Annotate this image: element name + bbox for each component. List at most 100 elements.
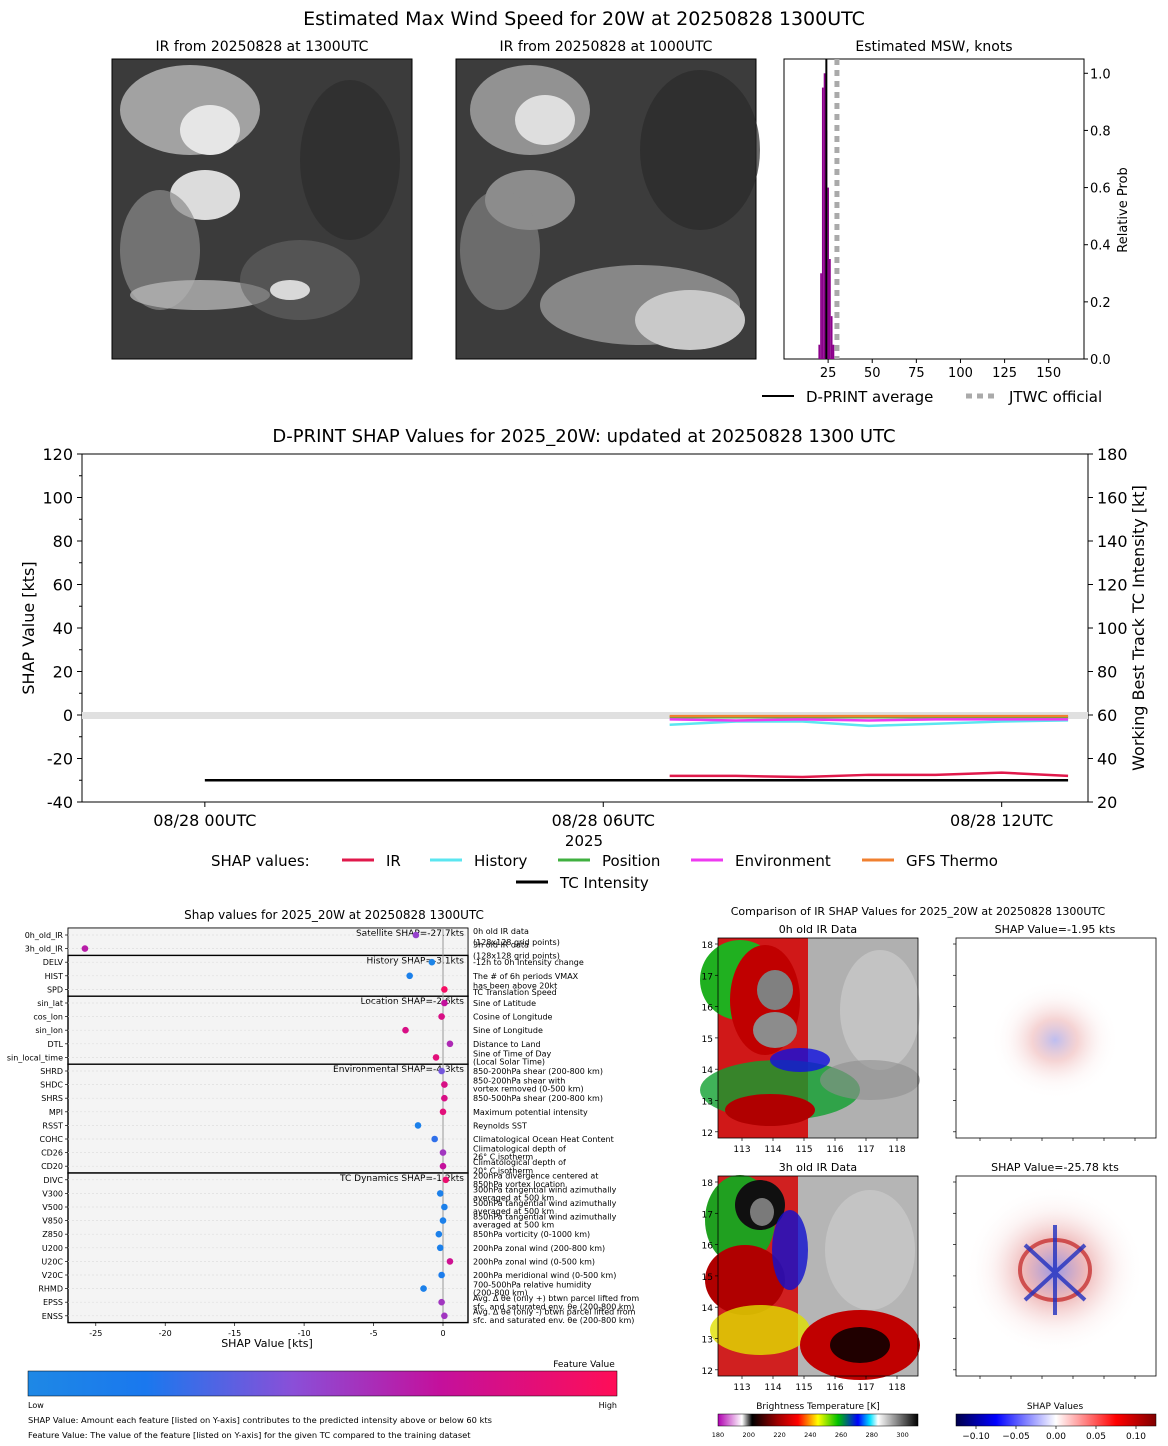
lon-tick-label: 116 <box>826 1145 843 1155</box>
shap-point <box>439 1217 447 1224</box>
right-tick-label: 140 <box>1097 532 1128 551</box>
shap-point <box>406 972 413 980</box>
shap-feature-description: averaged at 500 km <box>473 1207 554 1216</box>
right-tick-label: 40 <box>1097 750 1117 769</box>
shap-colorbar: SHAP Values −0.10 −0.05 0.00 0.05 0.10 <box>955 1402 1157 1442</box>
shap-0h-map <box>955 937 1157 1139</box>
shap-feature-description: -12h to 0h Intensity change <box>473 958 584 967</box>
bt-tick-label: 240 <box>804 1431 816 1439</box>
shap-x-tick-label: -15 <box>228 1329 241 1338</box>
msw-x-tick-label: 100 <box>948 366 973 381</box>
legend-history: History <box>474 852 527 870</box>
shap-feature-description: Climatological depth of <box>473 1145 566 1154</box>
ir-3h-map <box>705 1175 920 1380</box>
shap-feature-description: Sine of Latitude <box>473 999 536 1008</box>
shap-feature-description: sfc. and saturated env. θe (200-800 km) <box>473 1316 634 1325</box>
lat-tick-label: 18 <box>702 941 714 951</box>
right-tick-label: 100 <box>1097 619 1128 638</box>
shap-feature-label: U20C <box>41 1257 63 1266</box>
legend-title: SHAP values: <box>211 852 310 870</box>
msw-x-tick-label: 125 <box>992 366 1017 381</box>
x-tick-label: 08/28 12UTC <box>950 811 1053 830</box>
shap-point <box>441 1081 448 1088</box>
shap-point <box>436 1190 444 1197</box>
msw-title: Estimated MSW, knots <box>855 39 1012 55</box>
shap-point <box>441 1312 448 1320</box>
lat-tick-label: 14 <box>702 1304 714 1314</box>
shap-feature-description: 850hPa vortex location <box>473 1180 565 1189</box>
shap-point <box>446 1258 454 1265</box>
shap-feature-label: V20C <box>42 1271 64 1280</box>
shap-feature-description: averaged at 500 km <box>473 1193 554 1202</box>
shap-feature-label: CD26 <box>41 1149 63 1158</box>
shap-feature-description: 850hPa tangential wind azimuthally <box>473 1213 617 1222</box>
shap-x-ticks: -25 -20 -15 -10 -5 0 <box>89 1322 446 1338</box>
map-axis-ticks: 18 17 16 15 14 13 12 113 114 115 116 117 118 18 17 16 15… <box>702 941 1136 1393</box>
shap-point <box>414 1122 422 1129</box>
shap-feature-label: EPSS <box>43 1298 63 1307</box>
shap-group-label: TC Dynamics SHAP=-1.2kts <box>339 1174 464 1184</box>
msw-y-tick-label: 0.8 <box>1090 124 1111 139</box>
shap-feature-label: sin_local_time <box>7 1053 63 1062</box>
lat-tick-label: 13 <box>702 1098 713 1108</box>
shap-feature-label: cos_lon <box>33 1013 63 1022</box>
ir-now-title: IR from 20250828 at 1300UTC <box>156 39 369 55</box>
msw-x-tick-label: 25 <box>820 366 837 381</box>
shap-feature-label: sin_lon <box>35 1026 63 1035</box>
shap-panel-title: Shap values for 2025_20W at 20250828 130… <box>184 908 484 922</box>
msw-plot: 25 50 75 100 125 150 0.0 0.2 0.4 0.6 0.8 1.0 Relat… <box>783 58 1131 381</box>
shap-feature-description: TC Translation Speed <box>472 988 557 997</box>
shap-cbar-tick-label: −0.10 <box>962 1432 990 1442</box>
legend-ir: IR <box>386 852 401 870</box>
ir-prev-image <box>455 58 760 360</box>
msw-legend: D-PRINT average JTWC official <box>762 388 1102 406</box>
shap-x-tick-label: -10 <box>298 1329 311 1338</box>
lon-tick-label: 116 <box>826 1383 843 1393</box>
msw-x-tick-label: 75 <box>908 366 925 381</box>
feature-colorbar-low: Low <box>28 1401 44 1410</box>
shap-x-tick-label: -20 <box>159 1329 172 1338</box>
shap-feature-label: V500 <box>42 1203 63 1212</box>
lat-tick-label: 18 <box>702 1179 714 1189</box>
lat-tick-label: 15 <box>702 1273 713 1283</box>
shap-feature-description: 200hPa divergence centered at <box>473 1172 598 1181</box>
ir-prev-title: IR from 20250828 at 1000UTC <box>500 39 713 55</box>
shap-feature-label: Z850 <box>42 1230 63 1239</box>
msw-bar <box>827 187 829 359</box>
shap-point <box>420 1285 427 1292</box>
shap-xlabel: SHAP Value [kts] <box>221 1337 313 1350</box>
p4-title: SHAP Value=-25.78 kts <box>991 1161 1119 1174</box>
p2-title: SHAP Value=-1.95 kts <box>995 923 1116 936</box>
shap-feature-description: 3h old IR data <box>473 941 529 950</box>
lon-tick-label: 117 <box>857 1145 874 1155</box>
shap-cbar-ticks: −0.10 −0.05 0.00 0.05 0.10 <box>962 1426 1146 1442</box>
lon-tick-label: 113 <box>733 1145 750 1155</box>
left-tick-label: -20 <box>47 750 73 769</box>
p3-title: 3h old IR Data <box>779 1161 857 1174</box>
shap-point <box>441 1203 448 1211</box>
shap-point <box>436 1244 444 1252</box>
shap-point <box>438 1271 445 1279</box>
feature-colorbar: Feature Value Low High <box>27 1360 618 1410</box>
msw-bar <box>829 259 831 359</box>
zero-band <box>82 712 1088 719</box>
msw-bar <box>832 344 835 359</box>
shap-group-label: History SHAP=-3.1kts <box>367 956 465 966</box>
shap-x-tick-label: 0 <box>440 1329 445 1338</box>
bt-tick-label: 220 <box>773 1431 785 1439</box>
timeseries-legend: SHAP values: IR History Position Environ… <box>211 852 998 892</box>
shap-feature-description: Reynolds SST <box>473 1121 527 1130</box>
right-tick-label: 60 <box>1097 706 1117 725</box>
shap-point <box>81 945 89 952</box>
shap-feature-description: Cosine of Longitude <box>473 1013 553 1022</box>
shap-feature-label: COHC <box>40 1135 64 1144</box>
lat-tick-label: 17 <box>702 1210 713 1220</box>
right-tick-label: 180 <box>1097 445 1128 464</box>
msw-y-tick-label: 0.0 <box>1090 353 1111 368</box>
shap-feature-description: sfc. and saturated env. θe (200-800 km) <box>473 1302 634 1311</box>
shap-point <box>439 1162 447 1170</box>
shap-panel: Satellite SHAP=-27.7kts History SHAP=-3.1… <box>7 927 640 1350</box>
ts-ylabel-left: SHAP Value [kts] <box>19 561 38 694</box>
shap-feature-description: (Local Solar Time) <box>473 1057 545 1066</box>
msw-x-tick-label: 150 <box>1036 366 1061 381</box>
